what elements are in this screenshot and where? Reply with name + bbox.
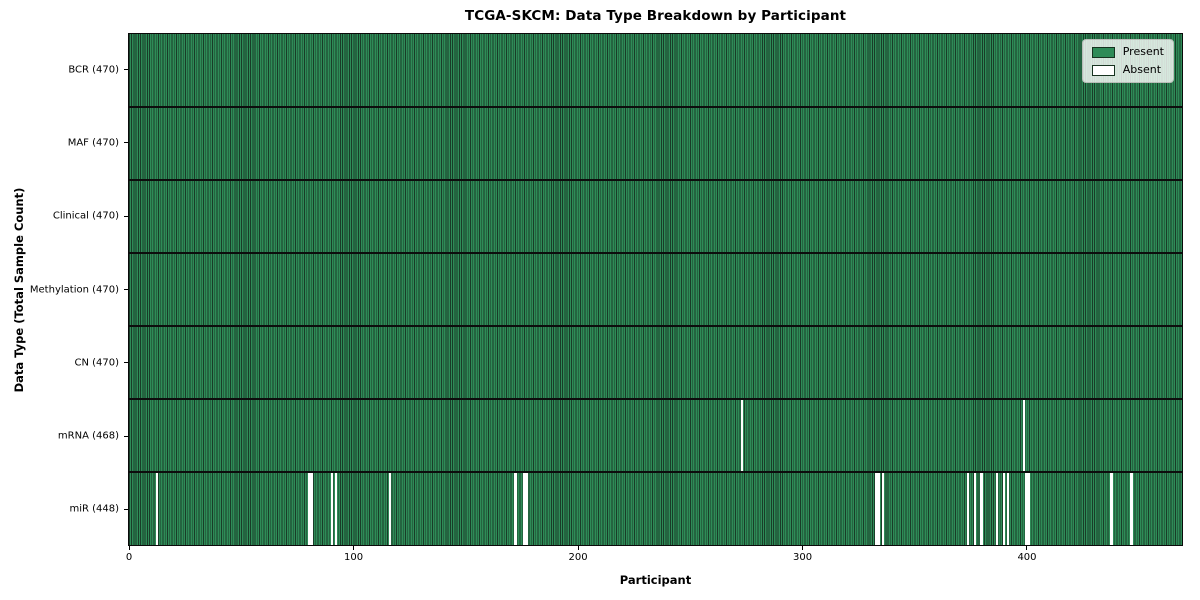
y-axis-label: Data Type (Total Sample Count) [12,187,26,393]
legend: Present Absent [1081,39,1174,83]
matrix-row-mir [129,472,1182,545]
y-tick-mark [124,289,128,290]
legend-swatch-absent-icon [1091,64,1115,76]
row-separator [129,471,1182,473]
y-tick-label: mRNA (468) [57,430,119,442]
legend-swatch-present-icon [1091,46,1115,58]
matrix-row-bcr [129,34,1182,107]
x-tick-label: 200 [568,552,588,563]
x-tick-label: 0 [125,552,133,563]
legend-label-present: Present [1122,45,1164,58]
y-axis: BCR (470) MAF (470) Clinical (470) Methylat… [0,33,128,546]
absent-gap [514,472,517,545]
x-axis-label: Participant [619,573,692,587]
row-separator [129,252,1182,254]
y-tick-label: Clinical (470) [52,210,119,222]
matrix-row-mrna [129,399,1182,472]
y-tick-label: CN (470) [74,357,119,369]
x-tick-mark [577,546,579,550]
legend-item-absent: Absent [1091,63,1164,76]
y-tick-label: BCR (470) [68,64,119,76]
y-tick-mark [124,69,128,71]
x-tick-mark [353,546,355,550]
absent-gap [1007,472,1010,545]
absent-gap [1027,472,1030,545]
absent-gap [335,472,338,545]
absent-gap [1130,472,1133,545]
absent-gap [973,472,976,545]
row-separator [129,106,1182,108]
row-separator [129,398,1182,400]
absent-gap [1110,472,1113,545]
absent-gap [523,472,526,545]
legend-label-absent: Absent [1122,63,1162,76]
y-tick-mark [124,508,128,510]
absent-gap [996,472,999,545]
x-tick-mark [802,546,804,550]
matrix-row-cn [129,326,1182,399]
absent-gap [980,472,983,545]
row-separator [129,325,1182,327]
matrix-row-clinical [129,180,1182,253]
legend-item-present: Present [1091,45,1164,58]
row-separator [129,179,1182,181]
absent-gap [966,472,970,545]
x-tick-mark [1026,546,1028,550]
x-tick-label: 100 [344,552,364,563]
x-tick-mark [128,546,130,550]
matrix-row-maf [129,107,1182,180]
bar-stripes [129,34,1182,545]
x-tick-label: 400 [1017,552,1037,563]
y-tick-mark [124,435,128,437]
x-tick-label: 300 [792,552,813,563]
absent-gap [155,472,159,545]
plot-area: Present Absent [128,33,1183,546]
plot-canvas [129,34,1182,545]
absent-gap [330,472,333,545]
y-tick-mark [124,142,128,144]
absent-gap [310,472,313,545]
absent-gap [881,472,885,545]
absent-gap [740,399,743,472]
absent-gap [388,472,392,545]
x-axis: 0 100 200 300 400 [125,546,1183,572]
absent-gap [875,472,878,545]
absent-gap [1022,399,1026,472]
absent-gap [308,472,311,545]
absent-gap [525,472,528,545]
y-tick-mark [124,215,128,217]
chart-title: TCGA-SKCM: Data Type Breakdown by Partic… [464,8,847,24]
absent-gap [1025,472,1028,545]
y-tick-label: MAF (470) [67,137,119,149]
y-tick-label: Methylation (470) [29,284,119,295]
y-tick-label: miR (448) [69,503,119,515]
y-tick-mark [124,362,128,364]
absent-gap [1002,472,1005,545]
matrix-row-methylation [129,253,1182,326]
absent-gap [877,472,880,545]
